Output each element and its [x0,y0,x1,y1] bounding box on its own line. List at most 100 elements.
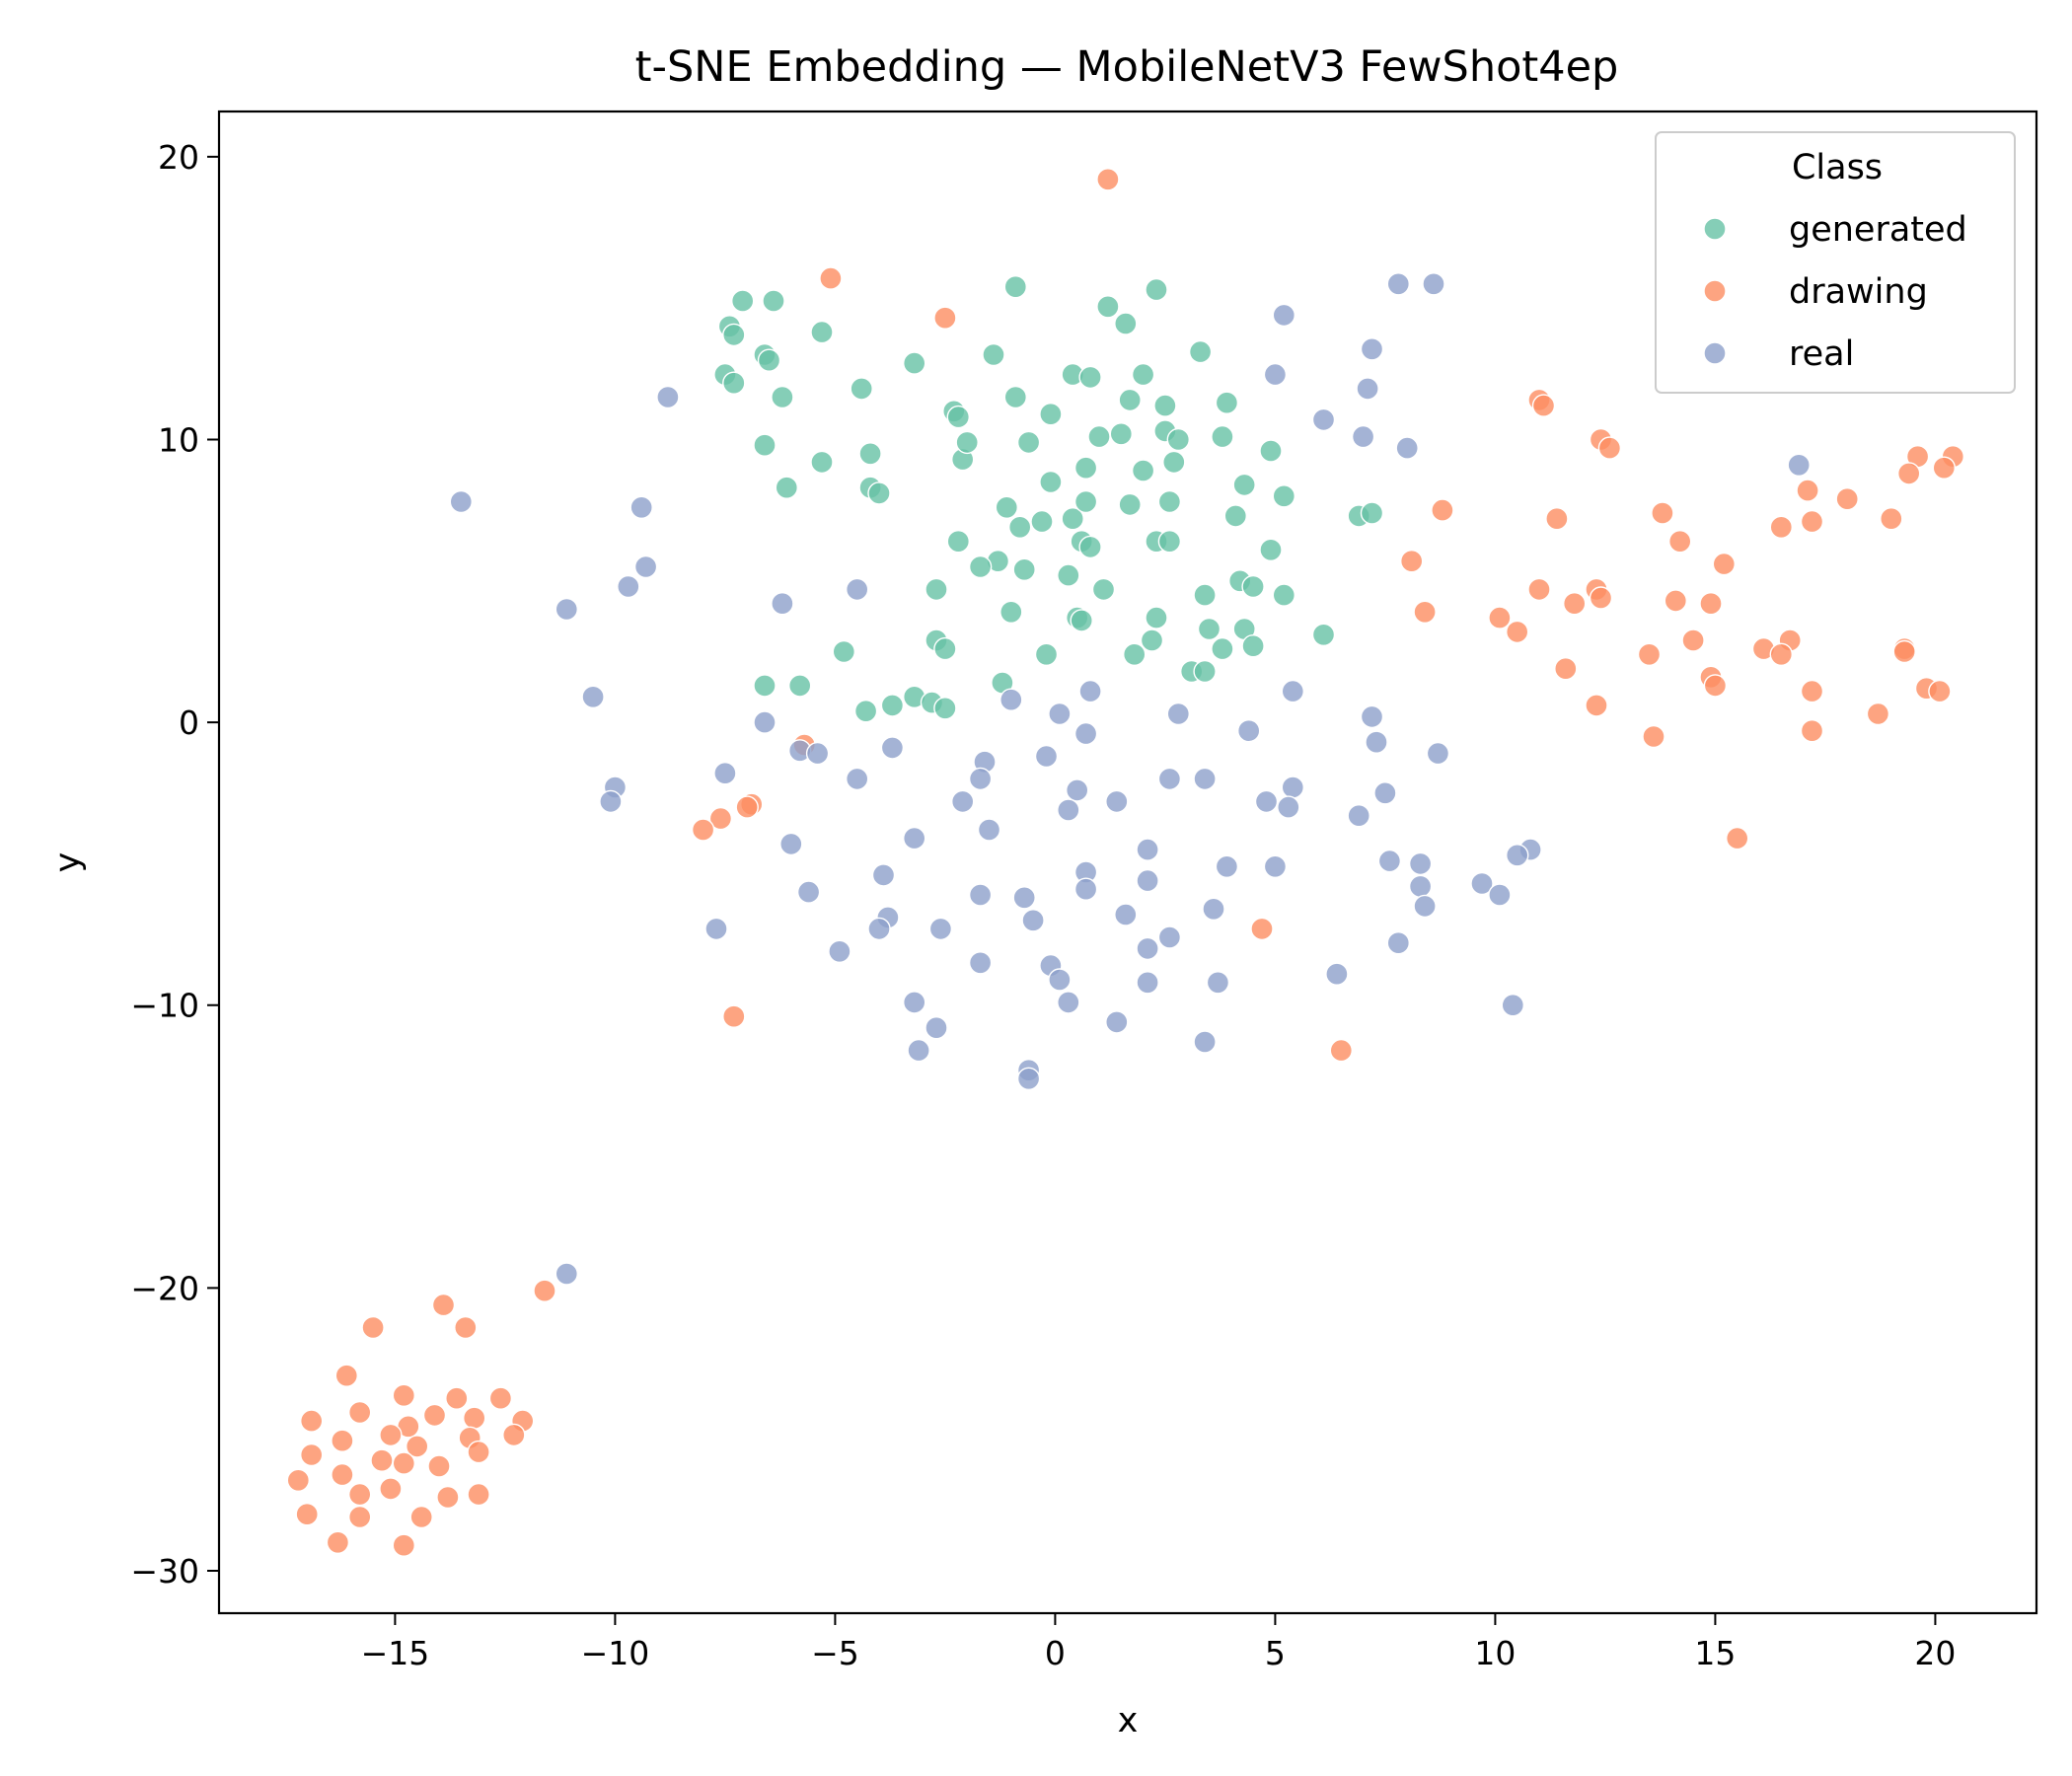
y-tick-label: 0 [179,703,199,742]
point-generated [1078,365,1102,390]
point-generated [753,433,777,457]
point-generated [946,530,970,554]
point-generated [999,600,1023,624]
point-drawing [1928,679,1952,703]
point-real [846,577,869,602]
point-drawing [379,1423,403,1447]
point-generated [1166,427,1191,452]
point-real [1073,721,1098,746]
point-drawing [1488,606,1512,629]
point-generated [1211,636,1234,661]
point-drawing [1800,719,1824,743]
y-tick-label: −20 [130,1269,199,1307]
point-real [1136,936,1159,961]
point-drawing [445,1386,469,1410]
point-drawing [300,1443,324,1467]
point-generated [858,442,882,466]
point-generated [1259,439,1283,463]
legend-label-generated: generated [1789,210,1967,250]
x-tick-label: 10 [1474,1634,1516,1672]
point-real [1395,436,1419,460]
point-generated [1061,507,1084,531]
point-drawing [406,1435,429,1458]
legend-marker-drawing [1703,279,1727,303]
point-drawing [463,1406,486,1430]
point-generated [788,674,812,698]
point-real [968,767,993,791]
point-drawing [1637,642,1662,666]
point-drawing [1769,515,1794,539]
point-real [1360,704,1384,729]
point-generated [1311,623,1336,646]
point-real [1016,1067,1041,1091]
point-generated [1162,450,1186,475]
point-real [599,789,623,814]
point-real [1012,886,1036,910]
point-drawing [1699,592,1723,616]
point-drawing [409,1505,433,1529]
point-drawing [331,1462,354,1487]
point-generated [1153,394,1177,417]
point-real [1787,453,1811,477]
point-real [617,574,640,599]
point-drawing [331,1429,354,1452]
point-generated [1223,504,1248,528]
point-drawing [691,818,715,842]
point-drawing [533,1279,556,1302]
point-real [555,1262,578,1286]
legend-label-real: real [1789,334,1854,374]
point-drawing [1527,577,1551,602]
point-drawing [1664,589,1688,613]
point-real [779,832,803,856]
point-real [1057,798,1080,822]
point-real [1114,903,1138,926]
point-drawing [392,1383,415,1408]
point-drawing [1667,530,1692,554]
point-real [968,951,993,975]
y-tick-label: −10 [130,987,199,1025]
point-real [1206,971,1230,995]
point-real [1373,781,1397,805]
point-real [1351,424,1375,449]
point-real [1254,789,1279,814]
point-real [713,762,737,785]
point-generated [1259,538,1283,561]
point-drawing [1866,702,1890,726]
point-real [1078,679,1102,703]
point-generated [1087,424,1111,449]
point-real [1263,362,1288,387]
point-generated [1096,295,1120,319]
point-drawing [295,1502,319,1526]
point-real [1422,272,1445,296]
x-tick-label: 20 [1914,1634,1956,1672]
point-drawing [1585,694,1608,717]
point-real [867,917,891,941]
point-drawing [933,306,957,330]
point-real [928,917,953,941]
point-drawing [422,1403,447,1428]
point-real [1505,844,1529,867]
point-drawing [502,1423,526,1447]
y-axis-label: y [48,852,88,873]
point-drawing [454,1315,478,1340]
point-drawing [1413,600,1437,624]
legend: Class generated drawing real [1655,131,2016,394]
point-real [951,789,975,814]
point-real [1193,1030,1217,1054]
point-generated [995,495,1018,519]
point-real [1347,804,1370,828]
point-generated [1360,501,1384,525]
point-generated [1193,583,1217,607]
point-generated [1131,362,1155,387]
point-real [968,883,993,907]
point-generated [753,674,777,698]
point-generated [1145,277,1168,302]
point-drawing [1880,507,1903,531]
y-tick-label: 20 [158,138,199,177]
point-real [581,685,605,708]
point-generated [982,342,1005,367]
point-generated [1070,609,1093,632]
point-generated [1039,403,1063,426]
point-generated [1114,312,1138,335]
point-drawing [722,1004,746,1028]
